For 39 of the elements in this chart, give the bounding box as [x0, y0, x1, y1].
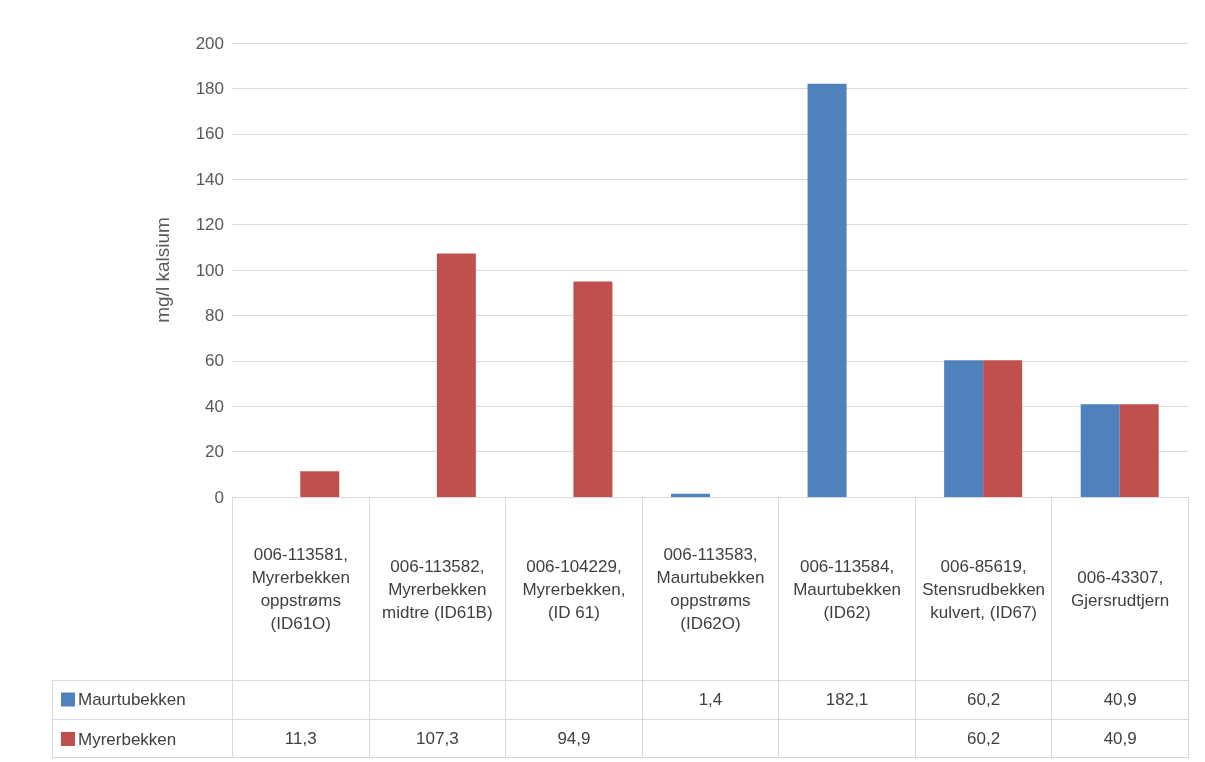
y-tick-label: 160 — [195, 124, 224, 144]
y-tick-label: 140 — [195, 169, 224, 189]
data-label: 11,3 — [232, 718, 370, 758]
bar — [944, 360, 984, 497]
x-tick-label: 006-113582, Myrerbekken midtre (ID61B) — [368, 497, 507, 681]
data-label: 94,9 — [505, 718, 643, 758]
y-tick-label: 120 — [195, 215, 224, 235]
y-tick-label: 40 — [205, 396, 224, 416]
data-label: 40,9 — [1051, 718, 1189, 758]
data-label: 182,1 — [778, 680, 916, 720]
bar — [1080, 404, 1120, 497]
y-tick-label: 0 — [214, 487, 224, 507]
legend-label: Myrerbekken — [78, 729, 177, 749]
y-tick-label: 100 — [195, 260, 224, 280]
x-tick-label: 006-43307, Gjersrudtjern — [1051, 497, 1189, 681]
data-label: 1,4 — [641, 680, 780, 720]
bar — [436, 253, 476, 497]
y-tick-label: 20 — [205, 442, 224, 462]
y-axis-title: mg/l kalsium — [152, 217, 173, 323]
y-tick-label: 60 — [205, 351, 224, 371]
y-tick-label: 80 — [205, 305, 224, 325]
bar — [1119, 404, 1159, 497]
bar — [300, 471, 340, 497]
x-tick-label: 006-104229, Myrerbekken, (ID 61) — [505, 497, 643, 681]
legend-label: Maurtubekken — [78, 690, 186, 709]
x-tick-label: 006-85619, Stensrudbekken kulvert, (ID67) — [914, 497, 1053, 681]
bar — [807, 83, 847, 497]
bar — [983, 360, 1023, 497]
data-label: 60,2 — [914, 680, 1053, 720]
data-label: 40,9 — [1051, 680, 1189, 720]
x-tick-label: 006-113583, Maurtubekken oppstrøms (ID62O) — [641, 497, 780, 681]
x-tick-label: 006-113584, Maurtubekken (ID62) — [778, 497, 916, 681]
data-label: 60,2 — [914, 718, 1053, 758]
data-label: 107,3 — [368, 718, 507, 758]
bar — [671, 493, 710, 497]
y-tick-label: 180 — [195, 78, 224, 98]
y-tick-label: 200 — [195, 33, 224, 53]
bar — [573, 281, 613, 497]
x-tick-label: 006-113581, Myrerbekken oppstrøms (ID61O) — [232, 497, 370, 681]
